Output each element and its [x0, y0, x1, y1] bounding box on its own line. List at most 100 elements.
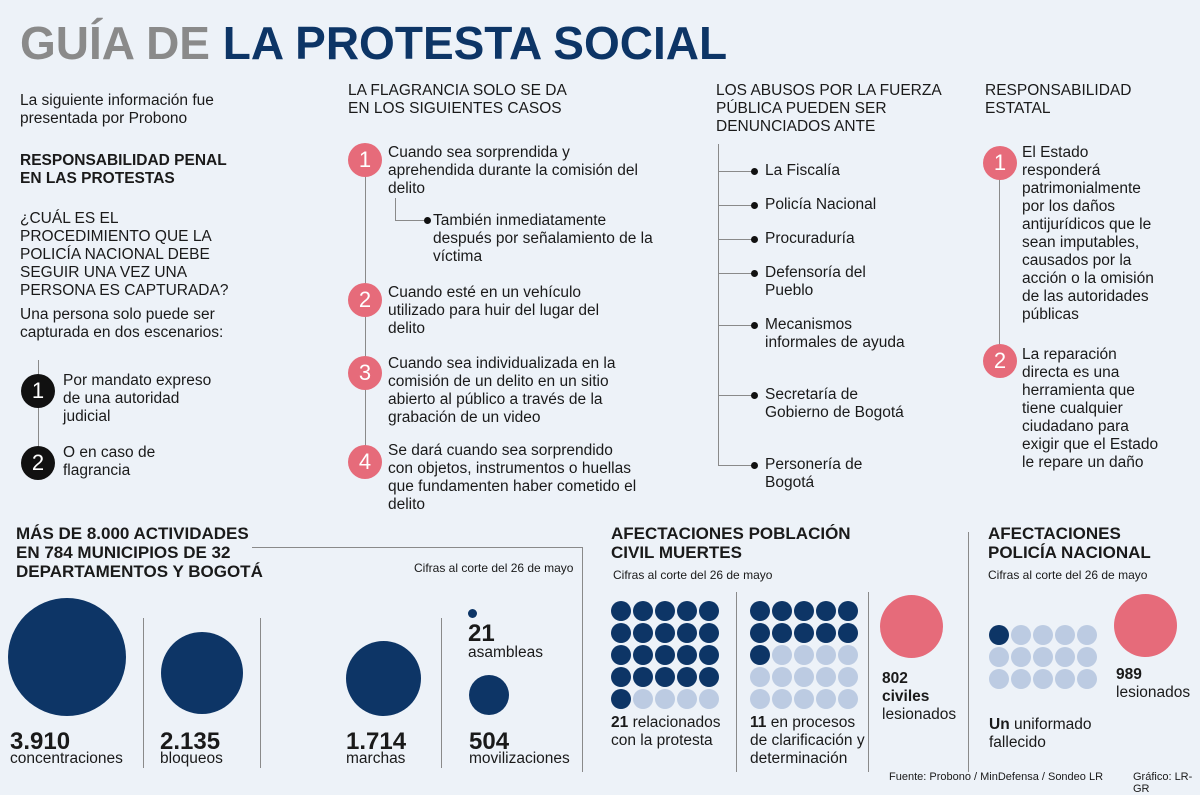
civil-related-dot-filled [611, 689, 631, 709]
col1-badge-1: 1 [21, 374, 55, 408]
col3-bullet [751, 462, 758, 469]
civil-heading: AFECTACIONES POBLACIÓN CIVIL MUERTES [611, 524, 851, 562]
civil-process-dot-empty [838, 645, 858, 665]
civil-related-dot-filled [699, 601, 719, 621]
police-dead-dot-empty [1077, 669, 1097, 689]
label-asambleas: asambleas [468, 644, 543, 661]
civil-process-dot-empty [794, 689, 814, 709]
civil-related-dot-filled [611, 623, 631, 643]
col2-sub-connector-v [395, 198, 396, 220]
police-dead-dot-empty [1033, 647, 1053, 667]
col3-branch [718, 465, 754, 466]
label-concentraciones: concentraciones [10, 750, 123, 767]
label-movilizaciones: movilizaciones [469, 750, 570, 767]
col1-question: ¿CUÁL ES EL PROCEDIMIENTO QUE LA POLICÍA… [20, 210, 229, 299]
civil-process-text: 11 en procesos de clarificación y determ… [750, 714, 875, 768]
civil-related-num: 21 [611, 714, 629, 731]
col2-item-3: Cuando sea individualizada en la comisió… [388, 355, 616, 426]
civil-related-dot-filled [611, 667, 631, 687]
bubble-movilizaciones [469, 675, 509, 715]
col3-item: Mecanismos informales de ayuda [765, 316, 905, 351]
col2-badge-4: 4 [348, 445, 382, 479]
col2-subitem: También inmediatamente después por señal… [433, 212, 653, 265]
police-injured-label: lesionados [1116, 684, 1191, 701]
civil-related-dot-filled [633, 645, 653, 665]
police-dead-dot-empty [1033, 625, 1053, 645]
civil-process-dot-empty [750, 689, 770, 709]
civil-related-dot-filled [655, 667, 675, 687]
col2-badge-3: 3 [348, 356, 382, 390]
col3-bullet [751, 270, 758, 277]
civil-process-dot-filled [750, 601, 770, 621]
value-marchas: 1.714 [346, 728, 407, 755]
col1-connector [38, 360, 39, 460]
civil-injured-label: lesionados [882, 706, 957, 723]
police-dead-label: uniformado fallecido [989, 716, 1092, 751]
activities-divider-1 [143, 618, 144, 768]
civil-related-dot-filled [699, 667, 719, 687]
civil-process-dot-empty [838, 689, 858, 709]
activities-divider-2 [260, 618, 261, 768]
civil-process-dot-empty [772, 667, 792, 687]
civil-related-dot-filled [655, 601, 675, 621]
col3-item: Defensoría del Pueblo [765, 264, 866, 299]
col3-bullet [751, 168, 758, 175]
col2-item-2: Cuando esté en un vehículo utilizado par… [388, 284, 600, 337]
police-injured-num: 989 [1116, 666, 1142, 683]
civil-process-num: 11 [750, 714, 767, 731]
civil-related-dot-empty [699, 689, 719, 709]
civil-related-text: 21 relacionados con la protesta [611, 714, 726, 750]
bubble-bloqueos [161, 632, 243, 714]
col1-item-1: Por mandato expreso de una autoridad jud… [63, 372, 212, 425]
police-dead-dot-empty [1033, 669, 1053, 689]
col3-bullet [751, 202, 758, 209]
col3-item: La Fiscalía [765, 162, 840, 179]
value-bloqueos: 2.135 [160, 728, 221, 755]
label-bloqueos: bloqueos [160, 750, 223, 767]
value-movilizaciones: 504 [469, 728, 510, 755]
col2-sub-connector-h [395, 220, 425, 221]
police-dead-num: Un [989, 716, 1010, 733]
col2-heading: LA FLAGRANCIA SOLO SE DA EN LOS SIGUIENT… [348, 82, 566, 117]
civil-process-dot-filled [838, 623, 858, 643]
civil-process-dot-filled [750, 645, 770, 665]
col3-branch [718, 171, 754, 172]
value-asambleas: 21 [468, 620, 495, 647]
col3-branch [718, 395, 754, 396]
title-part2: LA PROTESTA SOCIAL [222, 17, 728, 69]
civil-related-dot-filled [677, 601, 697, 621]
civil-process-dot-empty [838, 667, 858, 687]
civil-divider-1 [736, 592, 737, 772]
col2-badge-1: 1 [348, 143, 382, 177]
col3-branch [718, 205, 754, 206]
civil-process-dot-filled [816, 601, 836, 621]
civil-related-dot-empty [677, 689, 697, 709]
civil-related-dot-filled [633, 601, 653, 621]
civil-process-dot-filled [794, 601, 814, 621]
col2-badge-2: 2 [348, 283, 382, 317]
police-heading: AFECTACIONES POLICÍA NACIONAL [988, 524, 1151, 562]
col3-item: Policía Nacional [765, 196, 877, 213]
page-title: GUÍA DE LA PROTESTA SOCIAL [20, 16, 727, 70]
col3-branch [718, 325, 754, 326]
civil-related-dot-filled [699, 623, 719, 643]
col3-bullet [751, 392, 758, 399]
police-dead-dot-empty [989, 647, 1009, 667]
civil-related-label: relacionados con la protesta [611, 714, 721, 749]
civil-related-dot-filled [677, 645, 697, 665]
col4-connector [999, 150, 1000, 360]
col1-item-2: O en caso de flagrancia [63, 444, 156, 479]
col1-heading: RESPONSABILIDAD PENAL EN LAS PROTESTAS [20, 152, 227, 187]
col4-badge-1: 1 [983, 146, 1017, 180]
police-dead-dot-empty [1055, 625, 1075, 645]
civil-process-dot-filled [816, 623, 836, 643]
civil-related-dot-filled [633, 623, 653, 643]
civil-process-dot-filled [772, 623, 792, 643]
activities-heading: MÁS DE 8.000 ACTIVIDADES EN 784 MUNICIPI… [16, 524, 263, 581]
label-marchas: marchas [346, 750, 406, 767]
civil-related-dot-filled [699, 645, 719, 665]
civil-related-dot-filled [655, 623, 675, 643]
civil-divider-2 [868, 592, 869, 772]
civil-process-label: en procesos de clarificación y determina… [750, 714, 865, 767]
col2-item-1: Cuando sea sorprendida y aprehendida dur… [388, 144, 638, 197]
